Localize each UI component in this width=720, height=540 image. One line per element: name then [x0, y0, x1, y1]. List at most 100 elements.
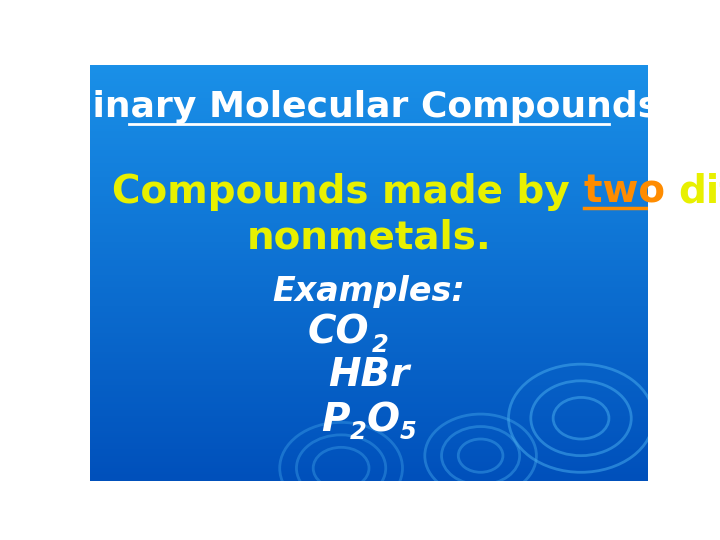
Bar — [90, 287, 648, 289]
Bar — [90, 383, 648, 385]
Bar — [90, 125, 648, 127]
Bar — [90, 183, 648, 185]
Bar — [90, 208, 648, 210]
Bar — [90, 82, 648, 84]
Bar — [90, 190, 648, 192]
Bar — [90, 248, 648, 250]
Bar — [90, 173, 648, 175]
Bar — [90, 348, 648, 349]
Bar — [90, 331, 648, 333]
Text: Binary Molecular Compounds:: Binary Molecular Compounds: — [65, 90, 673, 124]
Bar — [90, 424, 648, 427]
Bar — [90, 379, 648, 381]
Bar — [90, 273, 648, 275]
Bar — [90, 238, 648, 239]
Bar — [90, 349, 648, 352]
Bar — [90, 271, 648, 273]
Bar — [90, 314, 648, 316]
Bar — [90, 370, 648, 373]
Bar — [90, 75, 648, 77]
Bar — [90, 400, 648, 402]
Bar — [90, 281, 648, 283]
Bar — [90, 404, 648, 406]
Bar — [90, 356, 648, 358]
Bar — [90, 87, 648, 90]
Bar — [90, 339, 648, 341]
Bar — [90, 391, 648, 393]
Bar — [90, 358, 648, 360]
Bar — [90, 179, 648, 181]
Bar — [90, 322, 648, 325]
Bar — [90, 364, 648, 366]
Text: 2: 2 — [350, 420, 366, 444]
Bar — [90, 433, 648, 435]
Bar — [90, 90, 648, 92]
Bar — [90, 310, 648, 312]
Bar — [90, 171, 648, 173]
Text: Examples:: Examples: — [273, 275, 465, 308]
Bar — [90, 446, 648, 447]
Bar — [90, 462, 648, 464]
Bar — [90, 268, 648, 271]
Bar — [90, 181, 648, 183]
Bar — [90, 77, 648, 79]
Bar — [90, 227, 648, 229]
Bar — [90, 325, 648, 327]
Bar — [90, 92, 648, 94]
Bar — [90, 206, 648, 208]
Bar — [90, 422, 648, 424]
Bar — [90, 295, 648, 298]
Bar — [90, 65, 648, 67]
Bar — [90, 167, 648, 168]
Bar — [90, 283, 648, 285]
Bar — [90, 389, 648, 391]
Bar — [90, 146, 648, 148]
Bar — [90, 410, 648, 412]
Bar — [90, 333, 648, 335]
Bar — [90, 397, 648, 400]
Bar — [90, 275, 648, 277]
Bar — [90, 158, 648, 160]
Bar — [90, 308, 648, 310]
Bar — [90, 312, 648, 314]
Bar — [90, 141, 648, 144]
Bar — [90, 198, 648, 200]
Bar — [90, 235, 648, 238]
Bar — [90, 187, 648, 190]
Bar — [90, 246, 648, 248]
Bar — [90, 285, 648, 287]
Bar — [90, 114, 648, 117]
Bar — [90, 106, 648, 109]
Bar — [90, 279, 648, 281]
Bar — [90, 104, 648, 106]
Bar — [90, 298, 648, 300]
Bar — [90, 113, 648, 114]
Bar — [90, 163, 648, 165]
Bar — [90, 96, 648, 98]
Bar — [90, 304, 648, 306]
Bar — [90, 194, 648, 196]
Bar — [90, 84, 648, 85]
Text: 2: 2 — [372, 333, 389, 356]
Bar — [90, 262, 648, 265]
Bar — [90, 127, 648, 129]
Bar — [90, 316, 648, 319]
Bar — [90, 177, 648, 179]
Bar — [90, 321, 648, 322]
Bar — [90, 144, 648, 146]
Bar — [90, 123, 648, 125]
Bar — [90, 129, 648, 131]
Text: different: different — [678, 173, 720, 211]
Bar — [90, 258, 648, 260]
Bar — [90, 98, 648, 100]
Bar — [90, 441, 648, 443]
Bar — [90, 202, 648, 204]
Bar — [90, 219, 648, 221]
Bar — [90, 192, 648, 194]
Bar — [90, 152, 648, 154]
Bar — [90, 456, 648, 458]
Bar — [90, 354, 648, 356]
Bar — [90, 256, 648, 258]
Bar — [90, 260, 648, 262]
Text: Compounds made by: Compounds made by — [112, 173, 584, 211]
